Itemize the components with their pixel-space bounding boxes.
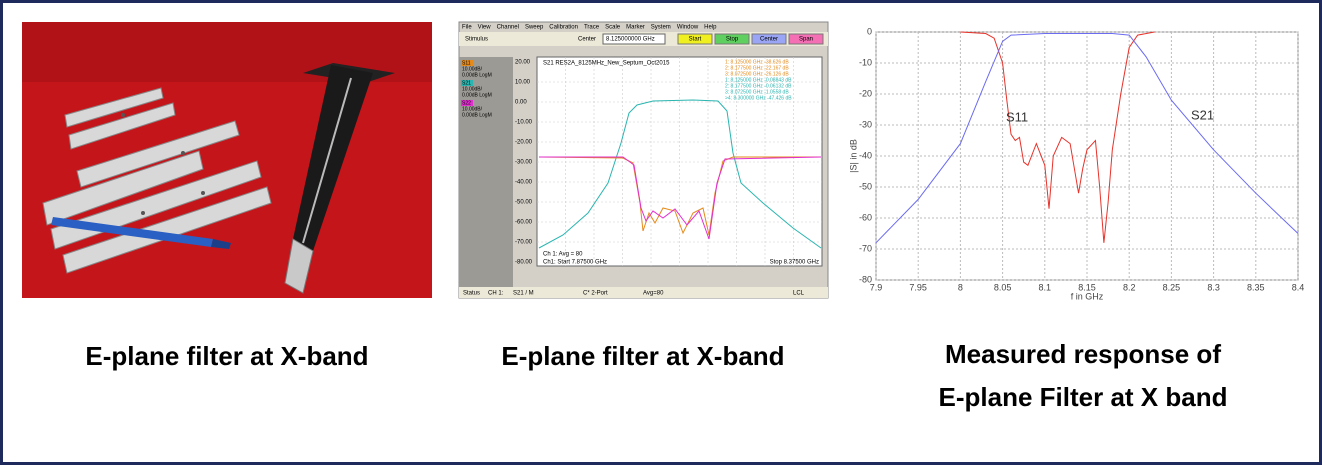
button-label: Span [799, 37, 813, 43]
annotation: S11 [1006, 109, 1028, 124]
x-tick-label: 8.4 [1292, 282, 1305, 292]
start: Ch1: Start 7.87500 GHz [543, 260, 607, 266]
avg: Ch 1: Avg = 80 [543, 252, 583, 258]
chart-bg [848, 22, 1303, 303]
y-tick-label: -70 [859, 243, 872, 253]
center-label: Center [578, 37, 596, 43]
menu-item: Trace [584, 25, 600, 31]
trace-title: S21 RES2A_8125MHz_New_Septum_Oct2015 [543, 61, 670, 67]
photo [22, 22, 432, 298]
menu-item: System [651, 25, 671, 31]
y-tick-label: 0 [867, 26, 872, 36]
x-tick-label: 8.2 [1123, 282, 1136, 292]
status: Avg=80 [643, 291, 664, 297]
vna-y-label: -50.00 [515, 200, 533, 206]
menu-item: Marker [626, 25, 645, 31]
marker-readout: >4: 8.300000 GHz -47.426 dB [725, 95, 792, 101]
y-tick-label: -30 [859, 119, 872, 129]
slide: File View Channel Sweep Calibration Trace Scal… [0, 0, 1322, 465]
status: CH 1: [488, 291, 504, 297]
trace-info: 0.00dB LogM [462, 92, 492, 98]
vna-y-label: -30.00 [515, 160, 533, 166]
stimulus: Stimulus [465, 37, 488, 43]
caption: E-plane filter at X-band [22, 341, 432, 372]
menu-item: Channel [497, 25, 519, 31]
y-tick-label: -40 [859, 150, 872, 160]
x-axis-label: f in GHz [1071, 291, 1104, 301]
button-label: Start [689, 37, 702, 43]
button-label: Center [760, 37, 778, 43]
y-tick-label: -20 [859, 88, 872, 98]
caption-line: Measured response of [863, 333, 1303, 376]
vna-y-label: -40.00 [515, 180, 533, 186]
vna-y-label: -10.00 [515, 120, 533, 126]
x-tick-label: 8.1 [1039, 282, 1052, 292]
button-label: Stop [726, 37, 739, 43]
vna-y-label: 0.00 [515, 100, 527, 106]
menu-item: Calibration [549, 25, 578, 31]
vna-y-label: -70.00 [515, 240, 533, 246]
center-value: 8.125000000 GHz [606, 37, 655, 43]
vna-y-label: 10.00 [515, 80, 531, 86]
x-tick-label: 8.35 [1247, 282, 1265, 292]
menu-item: Sweep [525, 25, 544, 31]
vna-y-label: -80.00 [515, 260, 533, 266]
x-tick-label: 8.3 [1207, 282, 1220, 292]
menu-item: File [462, 25, 472, 31]
status: LCL [793, 291, 805, 297]
x-tick-label: 7.95 [909, 282, 927, 292]
y-tick-label: -10 [859, 57, 872, 67]
vna-y-label: -60.00 [515, 220, 533, 226]
annotation: S21 [1191, 107, 1214, 122]
vna-y-label: 20.00 [515, 60, 531, 66]
status: Status [463, 291, 480, 297]
x-tick-label: 8.25 [1163, 282, 1181, 292]
caption: E-plane filter at X-band [448, 341, 838, 372]
trace-info: 0.00dB LogM [462, 72, 492, 78]
vna-y-label: -20.00 [515, 140, 533, 146]
stop: Stop 8.37500 GHz [770, 260, 819, 266]
x-tick-label: 8.05 [994, 282, 1012, 292]
x-tick-label: 8 [958, 282, 963, 292]
status: C* 2-Port [583, 291, 608, 297]
menu-item: Help [704, 25, 717, 31]
y-tick-label: -60 [859, 212, 872, 222]
caption: Measured response of E-plane Filter at X… [863, 333, 1303, 419]
y-tick-label: -50 [859, 181, 872, 191]
menu-item: View [478, 25, 492, 31]
menu-item: Window [677, 25, 699, 31]
status: S21 / M [513, 291, 534, 297]
trace-info: 0.00dB LogM [462, 112, 492, 118]
x-tick-label: 7.9 [870, 282, 883, 292]
menu-item: Scale [605, 25, 621, 31]
caption-line: E-plane Filter at X band [863, 376, 1303, 419]
y-axis-label: |S| in dB [848, 139, 858, 173]
